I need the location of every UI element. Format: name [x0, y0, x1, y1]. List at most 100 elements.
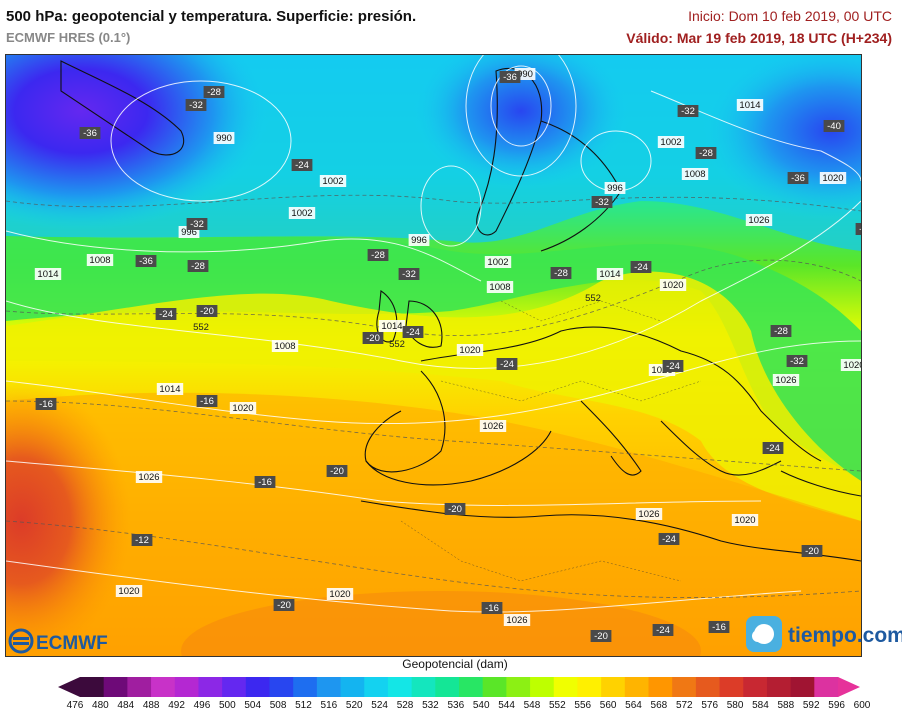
temperature-label: -16 [258, 477, 272, 488]
pressure-label: 996 [411, 235, 427, 246]
temperature-label: -24 [656, 625, 670, 636]
map-canvas: 990 1002 1002 990 1014 1014 1002 1008 996 1020 102… [6, 55, 861, 656]
pressure-label: 1008 [489, 282, 510, 293]
colorbar-cell [814, 677, 839, 697]
temperature-label: -20 [594, 631, 608, 642]
pressure-label-box [503, 614, 531, 626]
colorbar-cell [577, 677, 602, 697]
colorbar-arrow-low [58, 677, 80, 697]
pressure-label: 1026 [651, 365, 672, 376]
colorbar-cell [340, 677, 365, 697]
temperature-label-box [398, 268, 420, 280]
temperature-label-box [652, 624, 674, 636]
pressure-labels: 990 1002 1002 990 1014 1014 1002 1008 996 1020 102… [34, 68, 861, 626]
temperature-label: -32 [190, 219, 204, 230]
temperature-label-box [254, 476, 276, 488]
temperature-labels: -28 -32 -36 -24 -36 -32 -40 -28 -36 -32 -32 -32 -36 -… [35, 71, 861, 642]
temperature-label-box [273, 599, 295, 611]
temperature-label-box [203, 86, 225, 98]
colorbar-cell [435, 677, 460, 697]
temperature-label-box [196, 305, 218, 317]
isohypse-label: 552 [389, 339, 405, 350]
ecmwf-logo: ECMWF [8, 628, 108, 654]
colorbar-cell [198, 677, 223, 697]
pressure-label: 1020 [118, 586, 139, 597]
tiempo-logo: tiempo.com [746, 616, 902, 652]
temperature-label-box [590, 630, 612, 642]
pressure-label-box [479, 420, 507, 432]
colorbar-cell [151, 677, 176, 697]
colorbar-cell [601, 677, 626, 697]
pressure-label: 1026 [748, 215, 769, 226]
colorbar-cell [364, 677, 389, 697]
pressure-label-box [456, 344, 484, 356]
temperature-label: -24 [634, 262, 648, 273]
pressure-label: 1026 [775, 375, 796, 386]
pressure-label: 1026 [138, 472, 159, 483]
colorbar-cell [695, 677, 721, 697]
temperature-label: -20 [448, 504, 462, 515]
colorbar-tick-label: 492 [168, 700, 185, 710]
colorbar-tick-label: 536 [447, 700, 464, 710]
temperature-label-box [196, 395, 218, 407]
colorbar-tick-label: 532 [422, 700, 439, 710]
temperature-label: -24 [766, 443, 780, 454]
temperature-label: -32 [595, 197, 609, 208]
colorbar-cell [103, 677, 128, 697]
tiempo-logo-text: tiempo.com [788, 624, 902, 647]
colorbar-tick-label: 480 [92, 700, 109, 710]
isobars [6, 55, 861, 613]
pressure-label: 1014 [37, 269, 58, 280]
temperature-label: -24 [500, 359, 514, 370]
colorbar-tick-label: 528 [397, 700, 414, 710]
pressure-label: 1026 [638, 509, 659, 520]
colorbar-arrow-high [838, 677, 860, 697]
colorbar-cell [648, 677, 673, 697]
temperature-label: -32 [189, 100, 203, 111]
colorbar-cell [790, 677, 815, 697]
colorbar-cell [672, 677, 697, 697]
pressure-label-box [34, 268, 62, 280]
pressure-label-box [156, 383, 184, 395]
colorbar-tick-label: 504 [244, 700, 261, 710]
temperature-label-box [135, 255, 157, 267]
temperature-label-box [662, 360, 684, 372]
pressure-label: 1014 [739, 100, 760, 111]
temperature-label-box [762, 442, 784, 454]
pressure-label: 1014 [381, 321, 402, 332]
pressure-label: 990 [517, 69, 533, 80]
colorbar-tick-label: 556 [574, 700, 591, 710]
colorbar-cell [743, 677, 768, 697]
colorbar-tick-label: 580 [727, 700, 744, 710]
colorbar-tick-label: 560 [600, 700, 617, 710]
pressure-label: 1014 [159, 384, 180, 395]
temperature-label-box [481, 602, 503, 614]
isohypse-label: 552 [193, 322, 209, 333]
temperature-label-box [35, 398, 57, 410]
pressure-label: 1026 [482, 421, 503, 432]
temperature-label: -28 [191, 261, 205, 272]
colorbar-tick-label: 552 [549, 700, 566, 710]
pressure-label-box [213, 132, 235, 144]
pressure-label: 1014 [599, 269, 620, 280]
temperature-label-box [658, 533, 680, 545]
pressure-label: 1026 [506, 615, 527, 626]
temperature-label: -20 [805, 546, 819, 557]
temperature-label: -36 [791, 173, 805, 184]
isohypse-label: 552 [585, 293, 601, 304]
temperature-label-box [550, 267, 572, 279]
colorbar-tick-label: 568 [651, 700, 668, 710]
temperature-label: -24 [406, 327, 420, 338]
model-name: ECMWF HRES (0.1°) [6, 30, 131, 45]
pressure-label-box [271, 340, 299, 352]
pressure-label: 996 [181, 227, 197, 238]
pressure-label: 1020 [232, 403, 253, 414]
colorbar-tick-label: 596 [828, 700, 845, 710]
pressure-label: 1002 [487, 257, 508, 268]
colorbar-tick-label: 572 [676, 700, 693, 710]
pressure-label-box [378, 320, 406, 332]
colorbar-cell [387, 677, 413, 697]
colorbar-tick-label: 512 [295, 700, 312, 710]
colorbar-tick-label: 584 [752, 700, 769, 710]
pressure-label-box [731, 514, 759, 526]
